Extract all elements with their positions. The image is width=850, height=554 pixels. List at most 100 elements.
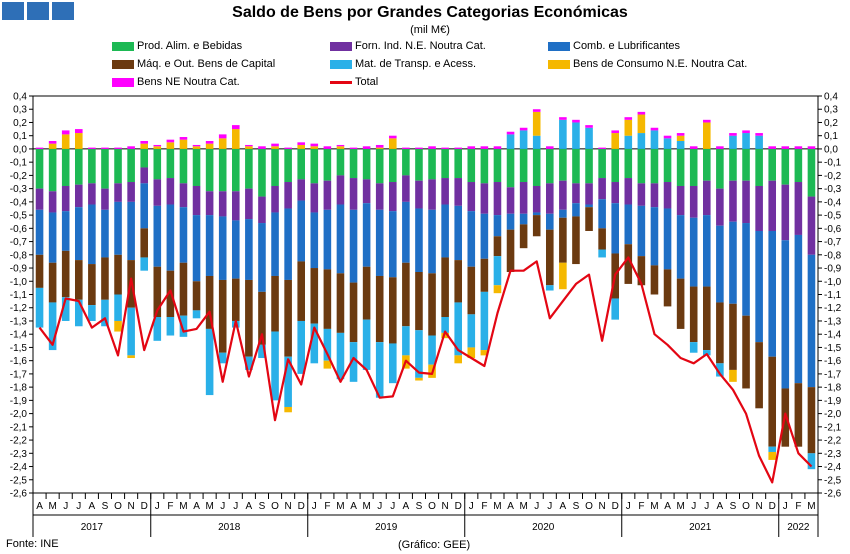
bar-segment — [166, 139, 175, 143]
bar-segment — [467, 211, 476, 267]
bar-segment — [218, 352, 227, 364]
legend-item-capital: Máq. e Out. Bens de Capital — [112, 58, 275, 70]
bar-segment — [192, 146, 201, 149]
x-tick-label: M — [519, 501, 527, 512]
bar-segment — [284, 279, 292, 357]
y-tick-label-left: -1,6 — [10, 356, 28, 367]
bar-segment — [454, 302, 463, 356]
bar-segment — [140, 143, 149, 149]
bar-segment — [585, 148, 593, 184]
y-tick-label-right: -2,2 — [824, 436, 842, 447]
bar-segment — [729, 148, 737, 181]
bar-segment — [794, 383, 803, 447]
bar-segment — [153, 266, 162, 317]
legend-swatch — [330, 41, 352, 51]
bar-segment — [218, 216, 227, 280]
y-tick-label-left: -0,7 — [10, 237, 28, 248]
y-tick-label-right: -2,1 — [824, 422, 842, 433]
bar-segment — [297, 200, 306, 262]
y-tick-label-right: -0,3 — [824, 184, 842, 195]
bar-segment — [114, 320, 122, 332]
bar-segment — [48, 140, 57, 144]
bar-segment — [624, 117, 633, 120]
bar-segment — [245, 148, 253, 189]
x-tick-label: D — [612, 501, 619, 512]
bar-segment — [572, 216, 580, 265]
bar-segment — [362, 203, 371, 267]
bar-segment — [140, 183, 149, 229]
bar-segment — [74, 207, 83, 261]
year-label: 2021 — [689, 522, 712, 533]
bar-segment — [297, 142, 306, 145]
bar-segment — [101, 147, 109, 149]
y-tick-label-left: -1,9 — [10, 396, 28, 407]
bar-segment — [74, 260, 83, 300]
bar-segment — [428, 273, 436, 336]
y-tick-label-left: -1,8 — [10, 383, 28, 394]
legend-swatch — [112, 59, 134, 69]
bar-segment — [506, 131, 515, 135]
bar-segment — [415, 148, 423, 181]
bar-segment — [140, 167, 149, 184]
bar-segment — [336, 144, 345, 147]
bar-segment — [454, 148, 463, 179]
bar-segment — [336, 146, 345, 149]
bar-segment — [349, 342, 358, 382]
bar-segment — [375, 183, 384, 210]
y-tick-label-left: -1,2 — [10, 303, 28, 314]
y-tick-label-right: -0,1 — [824, 158, 842, 169]
bar-segment — [205, 140, 214, 144]
bar-segment — [611, 148, 620, 183]
bar-segment — [454, 147, 463, 149]
bar-segment — [768, 180, 777, 231]
bar-segment — [127, 201, 135, 261]
y-tick-label-left: -0,1 — [10, 158, 28, 169]
bar-segment — [519, 148, 528, 183]
legend-label: Total — [355, 76, 379, 88]
bar-segment — [88, 264, 96, 306]
bar-segment — [48, 302, 57, 351]
x-tick-label: O — [585, 501, 593, 512]
bar-segment — [637, 133, 646, 149]
x-tick-label: J — [76, 501, 81, 512]
bar-segment — [114, 201, 122, 255]
x-tick-label: S — [259, 501, 266, 512]
source-note: Fonte: INE — [6, 538, 59, 550]
y-tick-label-right: -0,9 — [824, 264, 842, 275]
bar-segment — [231, 278, 240, 321]
bar-segment — [559, 148, 567, 181]
bar-segment — [781, 240, 790, 389]
bar-segment — [755, 135, 763, 149]
bar-segment — [415, 147, 423, 149]
bar-segment — [127, 355, 135, 359]
bar-segment — [297, 179, 306, 201]
bar-segment — [192, 281, 201, 311]
bar-segment — [689, 185, 698, 218]
bar-segment — [807, 453, 816, 470]
bar-segment — [794, 148, 803, 183]
x-tick-label: F — [167, 501, 173, 512]
bar-segment — [48, 148, 57, 192]
y-tick-label-right: -0,8 — [824, 250, 842, 261]
bar-segment — [88, 148, 96, 184]
bar-segment — [768, 356, 777, 447]
bar-segment — [532, 109, 541, 112]
bar-segment — [467, 182, 476, 212]
bar-segment — [781, 148, 790, 185]
bar-segment — [336, 175, 345, 205]
bar-segment — [114, 294, 122, 321]
bar-segment — [336, 273, 345, 333]
bar-segment — [140, 148, 149, 168]
bar-segment — [768, 230, 777, 357]
bar-segment — [48, 191, 57, 213]
bar-segment — [179, 183, 188, 208]
bar-segment — [454, 205, 463, 261]
bar-segment — [441, 204, 449, 258]
bar-segment — [362, 319, 371, 370]
bar-segment — [101, 209, 109, 258]
bar-segment — [467, 146, 476, 149]
bar-segment — [702, 286, 711, 351]
legend-item-total: Total — [330, 76, 378, 88]
y-tick-label-right: -2,0 — [824, 409, 842, 420]
bar-segment — [88, 204, 96, 265]
